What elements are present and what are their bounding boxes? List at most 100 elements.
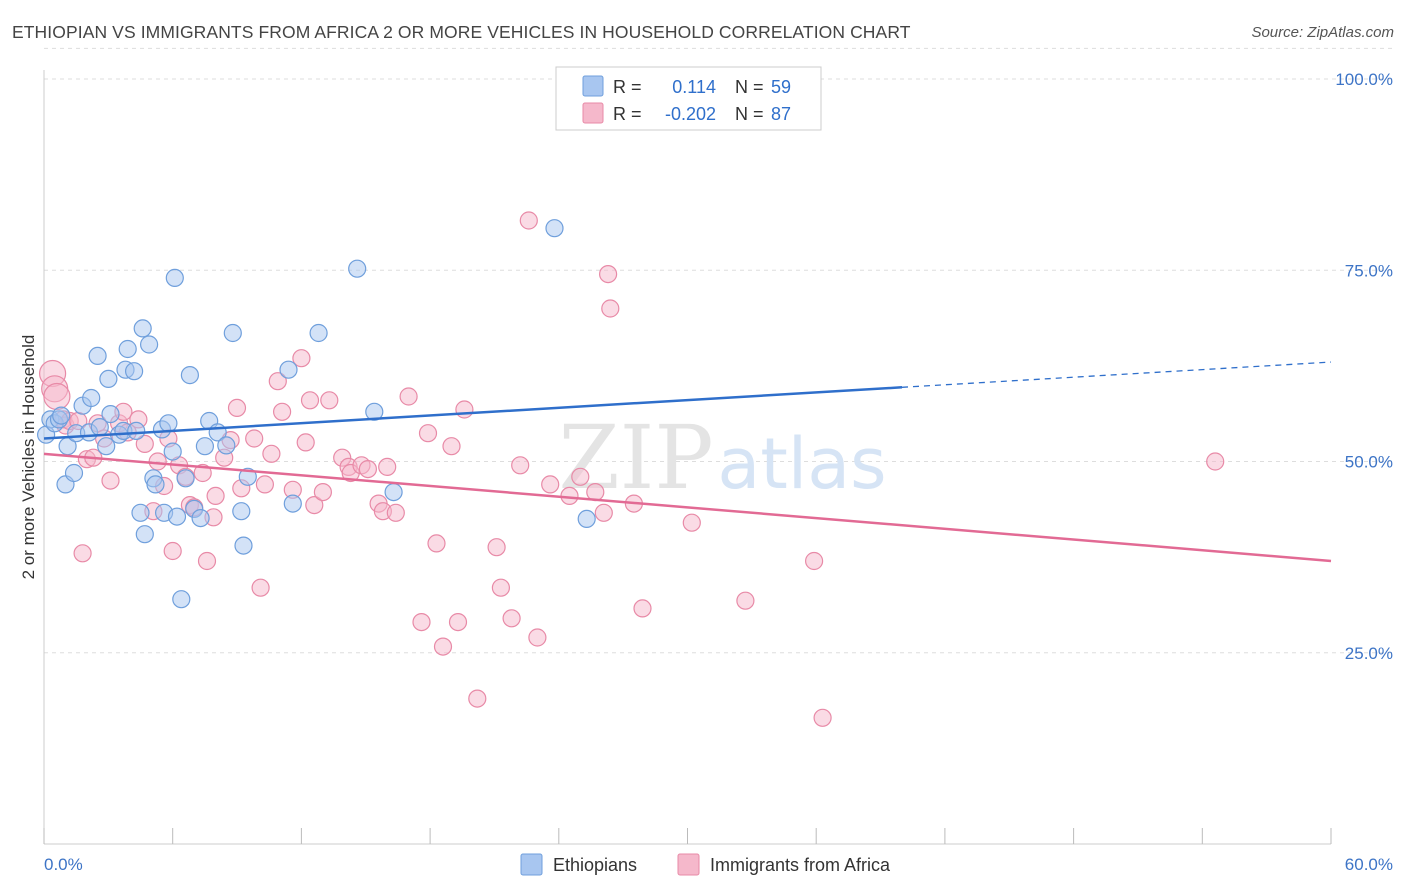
immigrants-point [251, 578, 270, 597]
immigrants-point [358, 460, 377, 479]
legend-swatch-pink [582, 102, 604, 124]
immigrants-point [502, 609, 521, 628]
ethiopians-point [159, 414, 178, 433]
ethiopians-point [180, 366, 199, 385]
immigrants-point [418, 424, 438, 443]
ethiopians-point [135, 525, 154, 544]
x-tick-label-min: 0.0% [44, 855, 83, 874]
ethiopians-point [133, 319, 152, 338]
immigrants-point [148, 452, 167, 471]
legend-swatch-blue [582, 75, 604, 97]
legend-n-value-1: 59 [771, 77, 791, 97]
ethiopians-point [545, 219, 564, 238]
immigrants-point [448, 612, 468, 632]
immigrants-point [305, 496, 324, 515]
ethiopians-point [127, 421, 146, 440]
immigrants-point [511, 456, 530, 475]
ethiopians-point [176, 469, 195, 488]
y-tick-label: 75.0% [1345, 261, 1393, 280]
ethiopians-point [283, 494, 302, 513]
ethiopians-point [163, 442, 182, 461]
immigrants-point [206, 486, 225, 505]
trendlines [43, 361, 1332, 563]
immigrants-point [399, 387, 418, 406]
source-label: Source: ZipAtlas.com [1251, 24, 1394, 41]
immigrants-point [300, 391, 320, 410]
ethiopians-point [217, 436, 236, 455]
ethiopians-point [140, 335, 159, 354]
ethiopians-point [234, 536, 253, 555]
y-tick-label: 25.0% [1345, 644, 1393, 663]
immigrants-point [571, 467, 590, 486]
immigrants-point [296, 433, 315, 452]
ethiopians-point [195, 437, 214, 456]
ethiopians-point [348, 259, 367, 278]
immigrants-point [273, 402, 292, 421]
immigrants-point [193, 463, 212, 483]
y-tick-labels: 25.0% 50.0% 75.0% 100.0% [1335, 70, 1393, 663]
immigrants-point [433, 637, 453, 656]
ethiopians-point [167, 507, 187, 526]
immigrants-point [455, 400, 474, 419]
watermark-atlas: atlas [717, 423, 886, 505]
legend-immigrants-label: Immigrants from Africa [710, 855, 891, 875]
immigrants-point [804, 551, 824, 571]
immigrants-point [313, 483, 332, 502]
immigrants-point [197, 551, 217, 571]
ethiopians-point [146, 475, 165, 494]
immigrants-point [487, 538, 506, 557]
immigrants-point [427, 534, 446, 553]
y-axis-label: 2 or more Vehicles in Household [19, 335, 38, 580]
ethiopians-point [97, 437, 116, 456]
ethiopians-point [238, 467, 257, 486]
y-tick-label: 100.0% [1335, 70, 1393, 89]
immigrants-point [468, 689, 487, 708]
immigrants-point [255, 475, 274, 494]
x-ticks [43, 828, 1332, 844]
ethiopians-point [279, 360, 298, 379]
immigrants-point [633, 599, 652, 618]
immigrants-point [519, 211, 538, 230]
y-tick-label: 50.0% [1345, 453, 1393, 472]
immigrants-point [598, 265, 618, 284]
immigrants-point [736, 591, 755, 610]
immigrants-point [528, 628, 547, 647]
watermark-zip: ZIP [558, 406, 713, 509]
legend-r-label-1: R = [613, 77, 642, 97]
ethiopians-point [232, 502, 251, 521]
immigrants-point [135, 434, 154, 453]
trendline-immigrants [43, 452, 1332, 563]
legend-immigrants-swatch [677, 853, 700, 876]
immigrants-point [386, 503, 405, 522]
immigrants-point [541, 475, 560, 494]
ethiopians-point [99, 369, 118, 388]
immigrants-point [292, 349, 311, 368]
legend-ethiopians-swatch [520, 853, 543, 876]
trendline-ethiopians [43, 386, 903, 440]
ethiopians-point [82, 388, 101, 408]
legend-n-label-2: N = [735, 104, 764, 124]
legend-n-value-2: 87 [771, 104, 791, 124]
watermark: ZIP atlas [558, 406, 886, 509]
ethiopians-point [191, 508, 210, 528]
legend-r-label-2: R = [613, 104, 642, 124]
immigrants-point [594, 503, 613, 522]
series-legend: Ethiopians Immigrants from Africa [520, 853, 891, 876]
legend-ethiopians-label: Ethiopians [553, 855, 637, 875]
legend-r-value-2: -0.202 [665, 104, 716, 124]
ethiopians-point [223, 323, 242, 343]
ethiopians-point [52, 406, 71, 425]
immigrants-point [442, 437, 461, 456]
immigrants-point [813, 708, 832, 727]
immigrants-point [320, 391, 339, 410]
stats-legend: R = 0.114 N = 59 R = -0.202 N = 87 [555, 66, 822, 131]
ethiopians-point [118, 339, 137, 359]
immigrants-point [73, 544, 92, 563]
immigrants-point [378, 457, 397, 476]
ethiopians-point [365, 402, 384, 421]
immigrants-point [682, 513, 701, 532]
immigrants-point [262, 444, 281, 463]
chart-title: ETHIOPIAN VS IMMIGRANTS FROM AFRICA 2 OR… [12, 22, 911, 42]
series-ethiopians [36, 219, 596, 609]
x-tick-label-max: 60.0% [1345, 855, 1393, 874]
